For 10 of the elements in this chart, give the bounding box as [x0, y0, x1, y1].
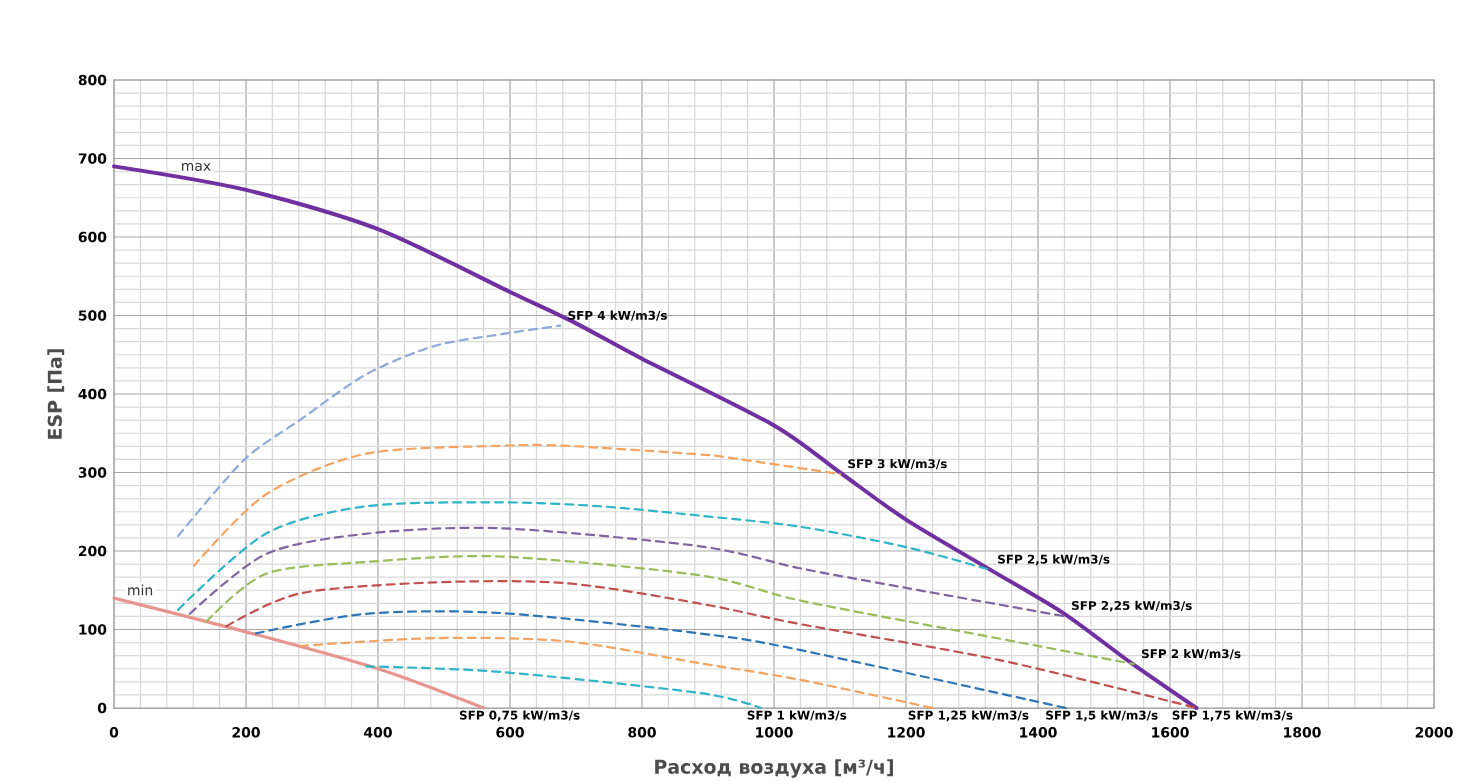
line-series	[365, 665, 762, 710]
line-series	[112, 596, 486, 710]
x-axis-title: Расход воздуха [м³/ч]	[655, 759, 893, 778]
line-series	[176, 501, 991, 611]
line-series	[299, 636, 934, 710]
y-axis-title: ESP [Па]	[47, 349, 65, 439]
line-series	[254, 610, 1067, 710]
line-series	[192, 443, 842, 568]
line-series	[205, 555, 1135, 666]
line-series	[176, 324, 562, 538]
